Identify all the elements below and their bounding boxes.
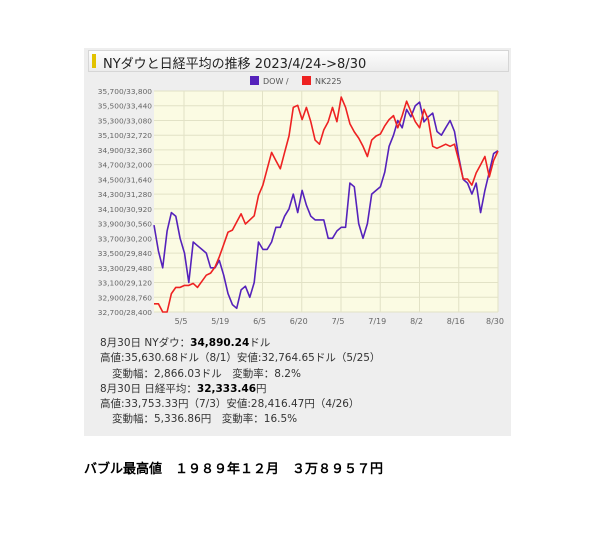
nk-range: 高値:33,753.33円（7/3）安値:28,416.47円（4/26）: [100, 398, 360, 411]
y-tick-label: 34,700/32,000: [98, 161, 153, 170]
stats-block: 8月30日 NYダウ：34,890.24ドル 高値:35,630.68ドル（8/…: [100, 336, 380, 428]
dow-current-value: 34,890.24: [190, 337, 250, 349]
legend-label-dow: DOW /: [263, 77, 289, 86]
plot-area: [154, 91, 498, 312]
bubble-peak-note: バブル最高値 １９８９年１２月 ３万８９５７円: [84, 462, 384, 477]
y-tick-label: 35,500/33,440: [98, 102, 153, 111]
y-tick-label: 35,100/32,720: [98, 131, 153, 140]
x-tick-label: 5/19: [211, 317, 229, 326]
x-tick-label: 7/5: [332, 317, 345, 326]
y-tick-label: 35,700/33,800: [98, 87, 153, 96]
nk-date-label: 8月30日 日経平均：: [100, 382, 197, 395]
dow-unit: ドル: [249, 337, 271, 349]
nk-unit: 円: [256, 382, 267, 395]
x-tick-label: 6/20: [290, 317, 308, 326]
y-tick-label: 32,700/28,400: [98, 308, 153, 317]
line-chart: DOW / NK225 35,700/33,800 35,500/33,440 35,3…: [98, 76, 504, 326]
y-tick-label: 33,500/29,840: [98, 249, 153, 258]
title-marker: [92, 54, 96, 68]
y-tick-label: 34,500/31,640: [98, 175, 153, 184]
y-tick-label: 32,900/28,760: [98, 293, 153, 302]
chart-title-bar: NYダウと日経平均の推移 2023/4/24->8/30: [88, 50, 509, 72]
y-tick-label: 33,900/30,560: [98, 220, 153, 229]
y-tick-label: 33,700/30,200: [98, 234, 153, 243]
x-tick-label: 8/16: [447, 317, 465, 326]
legend-swatch-nk225: [302, 76, 311, 85]
x-tick-label: 7/19: [368, 317, 386, 326]
series-line-dow: [153, 101, 499, 310]
nk-current-value: 32,333.46: [196, 382, 257, 395]
dow-range: 高値:35,630.68ドル（8/1）安値:32,764.65ドル（5/25）: [100, 352, 381, 365]
legend: DOW / NK225: [250, 76, 342, 86]
y-tick-label: 34,100/30,920: [98, 205, 153, 214]
dow-change: 変動幅：2,866.03ドル 変動率：8.2%: [112, 367, 301, 380]
x-tick-label: 6/5: [253, 317, 266, 326]
y-tick-label: 34,900/32,360: [98, 146, 153, 155]
nk-change: 変動幅：5,336.86円 変動率：16.5%: [112, 413, 298, 426]
x-tick-label: 8/30: [486, 317, 504, 326]
series-line-nk225: [154, 96, 499, 313]
nk-current-row: 8月30日 日経平均：32,333.46円: [100, 382, 380, 397]
legend-label-nk225: NK225: [315, 77, 342, 86]
y-tick-label: 33,300/29,480: [98, 264, 153, 273]
dow-date-label: 8月30日 NYダウ：: [100, 337, 191, 349]
dow-current-row: 8月30日 NYダウ：34,890.24ドル: [100, 336, 380, 351]
y-tick-label: 34,300/31,280: [98, 190, 153, 199]
x-tick-label: 5/5: [175, 317, 188, 326]
chart-title: NYダウと日経平均の推移 2023/4/24->8/30: [103, 57, 367, 72]
y-tick-label: 35,300/33,080: [98, 116, 153, 125]
legend-swatch-dow: [250, 76, 259, 85]
y-tick-label: 33,100/29,120: [98, 279, 153, 288]
x-tick-label: 8/2: [410, 317, 423, 326]
